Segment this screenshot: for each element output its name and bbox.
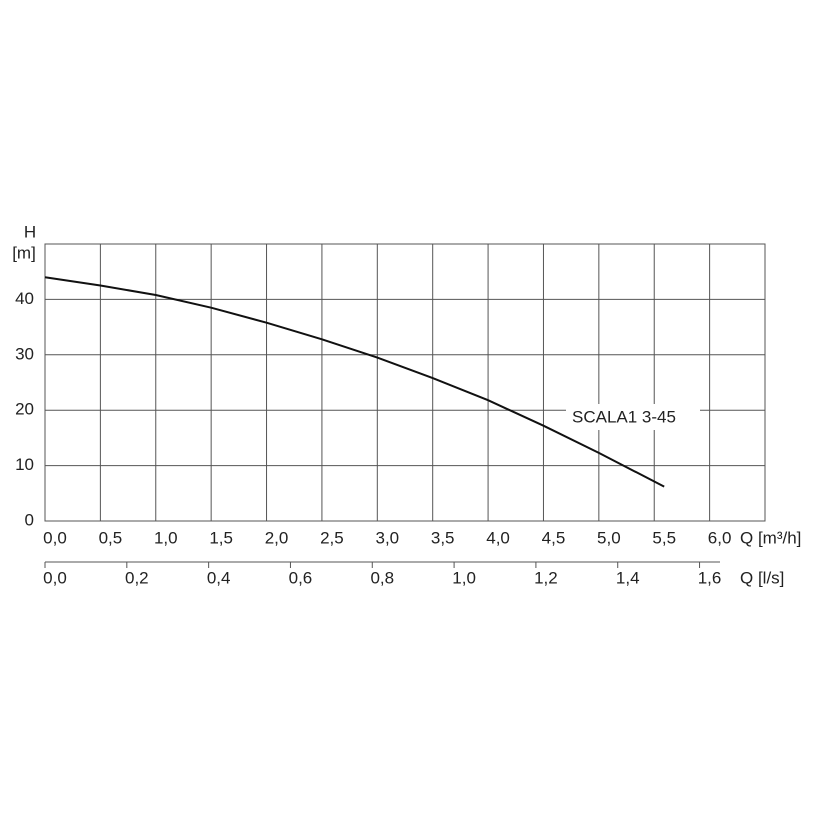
curve	[44, 276, 665, 488]
label-background	[566, 404, 700, 430]
x2-tick-label: 0,2	[125, 568, 149, 587]
x-tick-label: 5,5	[652, 528, 676, 547]
x-tick-label: 4,0	[486, 528, 510, 547]
x-tick-label: 2,5	[320, 528, 344, 547]
x-tick-label: 3,5	[431, 528, 455, 547]
y-axis-label: H	[24, 222, 36, 241]
y-axis-label: [m]	[12, 243, 36, 262]
x-tick-label: 6,0	[708, 528, 732, 547]
x2-tick-label: 0,6	[289, 568, 313, 587]
x-tick-label: 1,5	[209, 528, 233, 547]
series-label: SCALA1 3-45	[572, 407, 676, 426]
x-tick-label: 1,0	[154, 528, 178, 547]
y-tick-label: 10	[15, 455, 34, 474]
x2-tick-label: 1,4	[616, 568, 640, 587]
x2-tick-label: 0,4	[207, 568, 231, 587]
x-tick-label: 2,0	[265, 528, 289, 547]
x-axis-label: Q [m³/h]	[740, 528, 801, 547]
y-tick-label: 40	[15, 289, 34, 308]
x2-tick-label: 0,8	[370, 568, 394, 587]
y-tick-label: 30	[15, 344, 34, 363]
x-tick-label: 5,0	[597, 528, 621, 547]
x2-tick-label: 1,6	[698, 568, 722, 587]
x2-axis-label: Q [l/s]	[740, 568, 784, 587]
x-tick-label: 0,5	[99, 528, 123, 547]
x-tick-label: 4,5	[542, 528, 566, 547]
x-tick-label: 3,0	[375, 528, 399, 547]
plot-frame	[44, 243, 766, 522]
x-tick-label: 0,0	[43, 528, 67, 547]
x2-tick-label: 1,2	[534, 568, 558, 587]
y-tick-label: 20	[15, 400, 34, 419]
x2-tick-label: 0,0	[43, 568, 67, 587]
y-tick-label: 0	[25, 510, 34, 529]
x2-tick-label: 1,0	[452, 568, 476, 587]
